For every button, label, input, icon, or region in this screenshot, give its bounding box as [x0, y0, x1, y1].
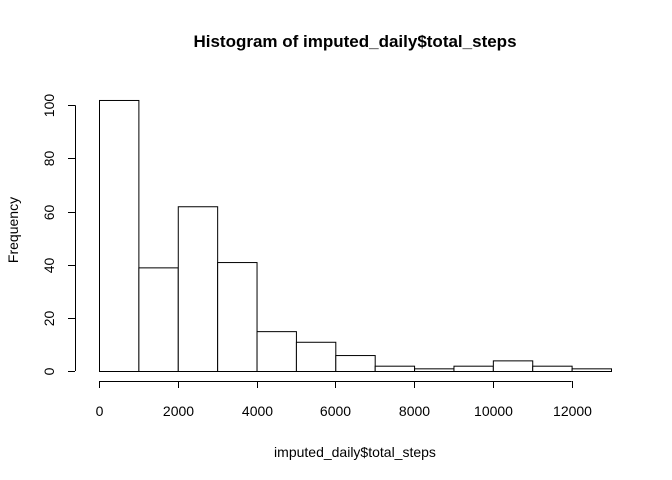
chart-title: Histogram of imputed_daily$total_steps	[193, 32, 516, 51]
y-tick-label-1: 20	[41, 311, 57, 327]
histogram-bar-2	[177, 206, 219, 372]
histogram-bar-4	[256, 331, 297, 372]
x-tick-label-0: 0	[96, 403, 104, 419]
y-tick-label-5: 100	[41, 94, 57, 118]
x-axis-label: imputed_daily$total_steps	[274, 444, 436, 460]
histogram-bar-6	[335, 355, 376, 372]
histogram-bar-10	[492, 360, 534, 373]
y-tick-label-0: 0	[41, 367, 57, 375]
histogram-bar-0	[99, 99, 140, 372]
histogram-bar-8	[414, 368, 455, 373]
histogram-bar-11	[532, 365, 573, 372]
x-tick-label-4: 8000	[399, 403, 430, 419]
bars-group	[99, 99, 612, 373]
histogram-bar-9	[453, 365, 494, 372]
x-tick-label-2: 4000	[242, 403, 273, 419]
y-tick-label-2: 40	[41, 258, 57, 274]
histogram-bar-1	[138, 267, 179, 372]
histogram-bar-5	[295, 341, 337, 372]
histogram-bar-7	[374, 365, 416, 372]
histogram-bar-12	[571, 368, 612, 373]
x-tick-label-3: 6000	[320, 403, 351, 419]
y-tick-label-4: 80	[41, 151, 57, 167]
y-axis-label: Frequency	[5, 197, 21, 263]
y-axis: 0 20 40 60 80 100	[41, 94, 76, 375]
x-axis: 0 2000 4000 6000 8000 10000 12000	[96, 381, 592, 419]
x-tick-label-5: 10000	[474, 403, 513, 419]
histogram-bar-3	[217, 262, 258, 372]
y-tick-label-3: 60	[41, 205, 57, 221]
x-tick-label-1: 2000	[163, 403, 194, 419]
x-tick-label-6: 12000	[553, 403, 592, 419]
